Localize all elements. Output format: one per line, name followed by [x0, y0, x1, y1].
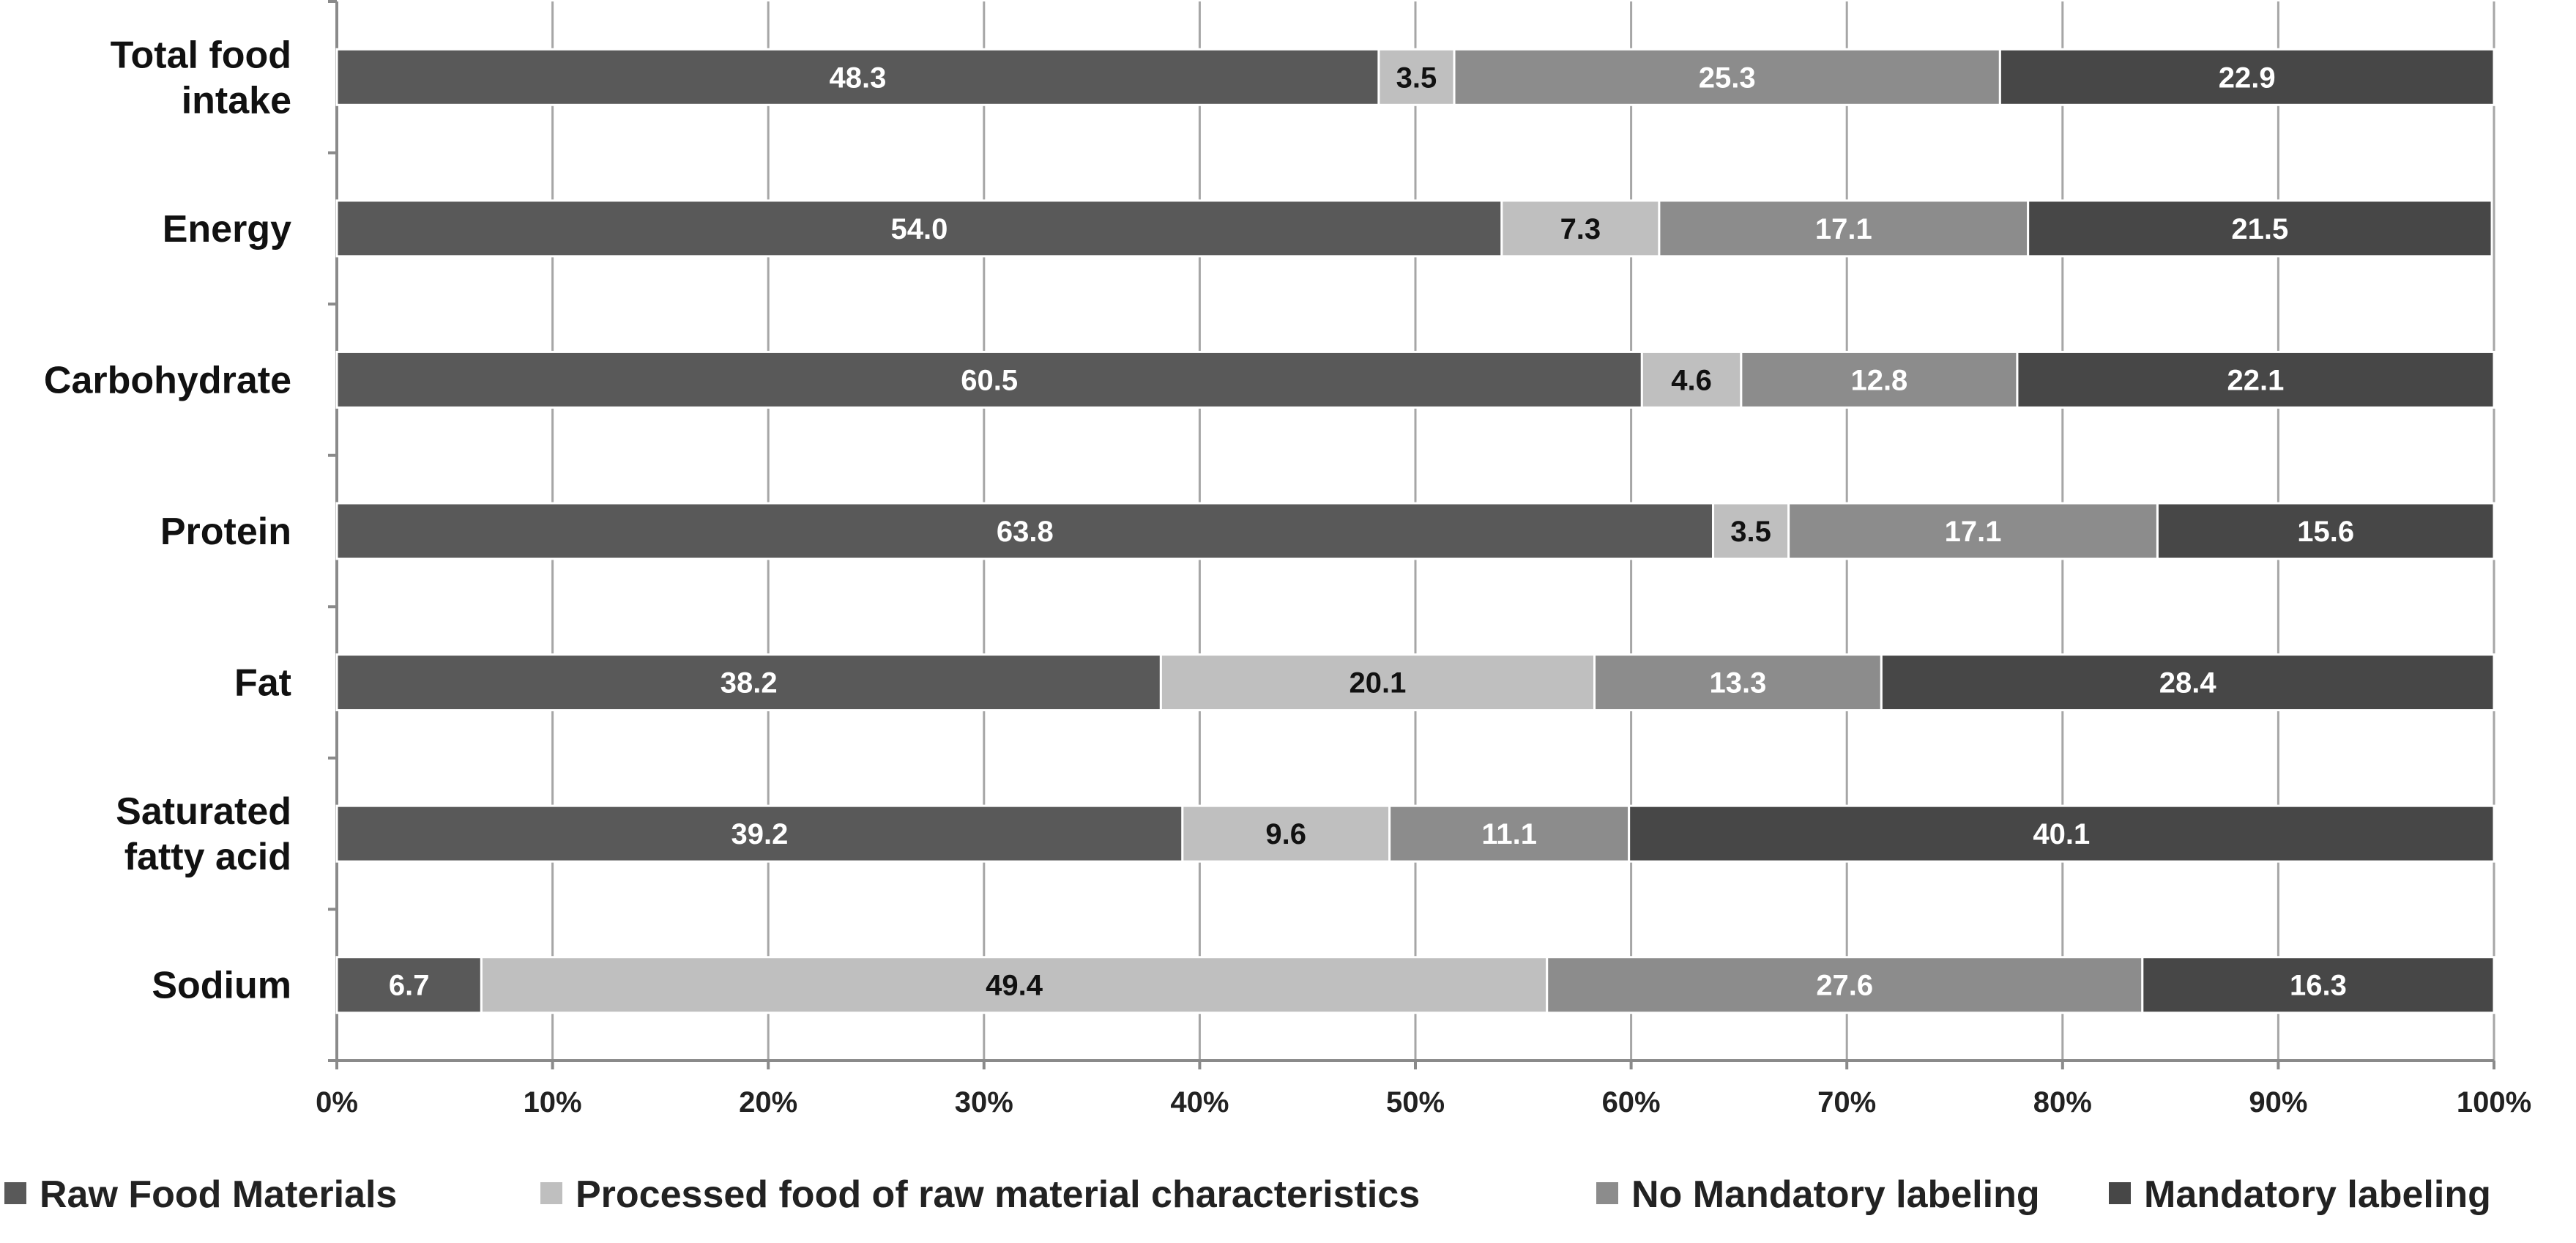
bar-segment: [1998, 48, 2495, 106]
category-label: fatty acid: [124, 836, 291, 878]
bar-segment: [1787, 502, 2159, 560]
data-label: 38.2: [721, 667, 778, 700]
data-label: 54.0: [890, 213, 948, 245]
data-label: 16.3: [2290, 970, 2347, 1002]
bar-segment: [1712, 502, 1790, 560]
bar-segment: [2027, 199, 2493, 258]
data-label: 3.5: [1396, 62, 1437, 94]
data-label: 22.9: [2219, 62, 2276, 94]
data-label: 63.8: [997, 516, 1054, 548]
data-label: 15.6: [2297, 516, 2354, 548]
bar-segment: [1880, 653, 2495, 712]
bar-segment: [335, 350, 1643, 409]
data-label: 17.1: [1815, 213, 1872, 245]
x-tick-label: 80%: [2033, 1086, 2092, 1118]
data-label: 6.7: [389, 970, 430, 1002]
category-label: intake: [182, 79, 291, 122]
legend-swatch: [2109, 1182, 2131, 1204]
bar-segment: [2156, 502, 2495, 560]
data-label: 3.5: [1730, 516, 1771, 548]
category-label: Fat: [234, 662, 291, 705]
data-label: 12.8: [1850, 364, 1907, 396]
legend: Raw Food Materials Processed food of raw …: [4, 1173, 2491, 1216]
legend-swatch: [1596, 1182, 1618, 1204]
data-label: 39.2: [731, 818, 788, 850]
data-label: 13.3: [1709, 667, 1766, 700]
data-label: 25.3: [1699, 62, 1756, 94]
legend-swatch: [4, 1182, 26, 1204]
data-label: 28.4: [2159, 667, 2217, 700]
bar-segment: [335, 48, 1380, 106]
category-label: Protein: [160, 511, 291, 553]
x-tick-label: 40%: [1170, 1086, 1229, 1118]
x-tick-label: 100%: [2457, 1086, 2531, 1118]
bar-segment: [1628, 804, 2495, 863]
x-tick-label: 90%: [2249, 1086, 2307, 1118]
bar-segment: [1658, 199, 2030, 258]
data-label: 48.3: [830, 62, 887, 94]
bar-segment: [2141, 956, 2495, 1014]
bars: 48.3 3.5 25.3 22.9 54.0 7.3 17.1 21.5 60.5 4.6 12.…: [335, 48, 2495, 1014]
legend-swatch: [540, 1182, 562, 1204]
x-tick-label: 20%: [739, 1086, 797, 1118]
x-tick-label: 70%: [1817, 1086, 1876, 1118]
category-label: Saturated: [116, 790, 291, 833]
bar-segment: [480, 956, 1549, 1014]
x-tick-labels: 0% 10% 20% 30% 40% 50% 60% 70% 80% 90% 100%: [316, 1086, 2531, 1118]
bar-segment: [1181, 804, 1391, 863]
bar-segment: [1500, 199, 1661, 258]
data-label: 49.4: [986, 970, 1043, 1002]
bar-segment: [1453, 48, 2001, 106]
bar-segment: [335, 956, 483, 1014]
bar-segment: [2016, 350, 2495, 409]
data-label: 11.1: [1481, 818, 1537, 850]
bar-segment: [1546, 956, 2144, 1014]
data-label: 22.1: [2227, 364, 2285, 396]
x-tick-label: 10%: [524, 1086, 582, 1118]
x-tick-label: 0%: [316, 1086, 358, 1118]
bar-segment: [335, 653, 1162, 712]
x-tick-label: 60%: [1602, 1086, 1661, 1118]
category-label: Sodium: [152, 965, 291, 1007]
data-label: 27.6: [1816, 970, 1873, 1002]
x-tick-label: 30%: [955, 1086, 1013, 1118]
legend-label: Mandatory labeling: [2144, 1173, 2491, 1216]
x-tick-label: 50%: [1386, 1086, 1445, 1118]
data-label: 7.3: [1560, 213, 1601, 245]
bar-segment: [1593, 653, 1883, 712]
bar-segment: [1159, 653, 1596, 712]
data-label: 17.1: [1945, 516, 2002, 548]
data-label: 20.1: [1350, 667, 1407, 700]
legend-label: Processed food of raw material character…: [576, 1173, 1420, 1216]
bar-segment: [1640, 350, 1743, 409]
data-label: 40.1: [2033, 818, 2090, 850]
category-label: Total food: [111, 34, 291, 76]
data-label: 60.5: [961, 364, 1018, 396]
data-label: 9.6: [1265, 818, 1306, 850]
legend-label: No Mandatory labeling: [1631, 1173, 2040, 1216]
data-label: 21.5: [2231, 213, 2288, 245]
category-label: Carbohydrate: [44, 359, 291, 401]
data-label: 4.6: [1671, 364, 1712, 396]
category-label: Energy: [163, 208, 291, 251]
legend-label: Raw Food Materials: [40, 1173, 397, 1216]
